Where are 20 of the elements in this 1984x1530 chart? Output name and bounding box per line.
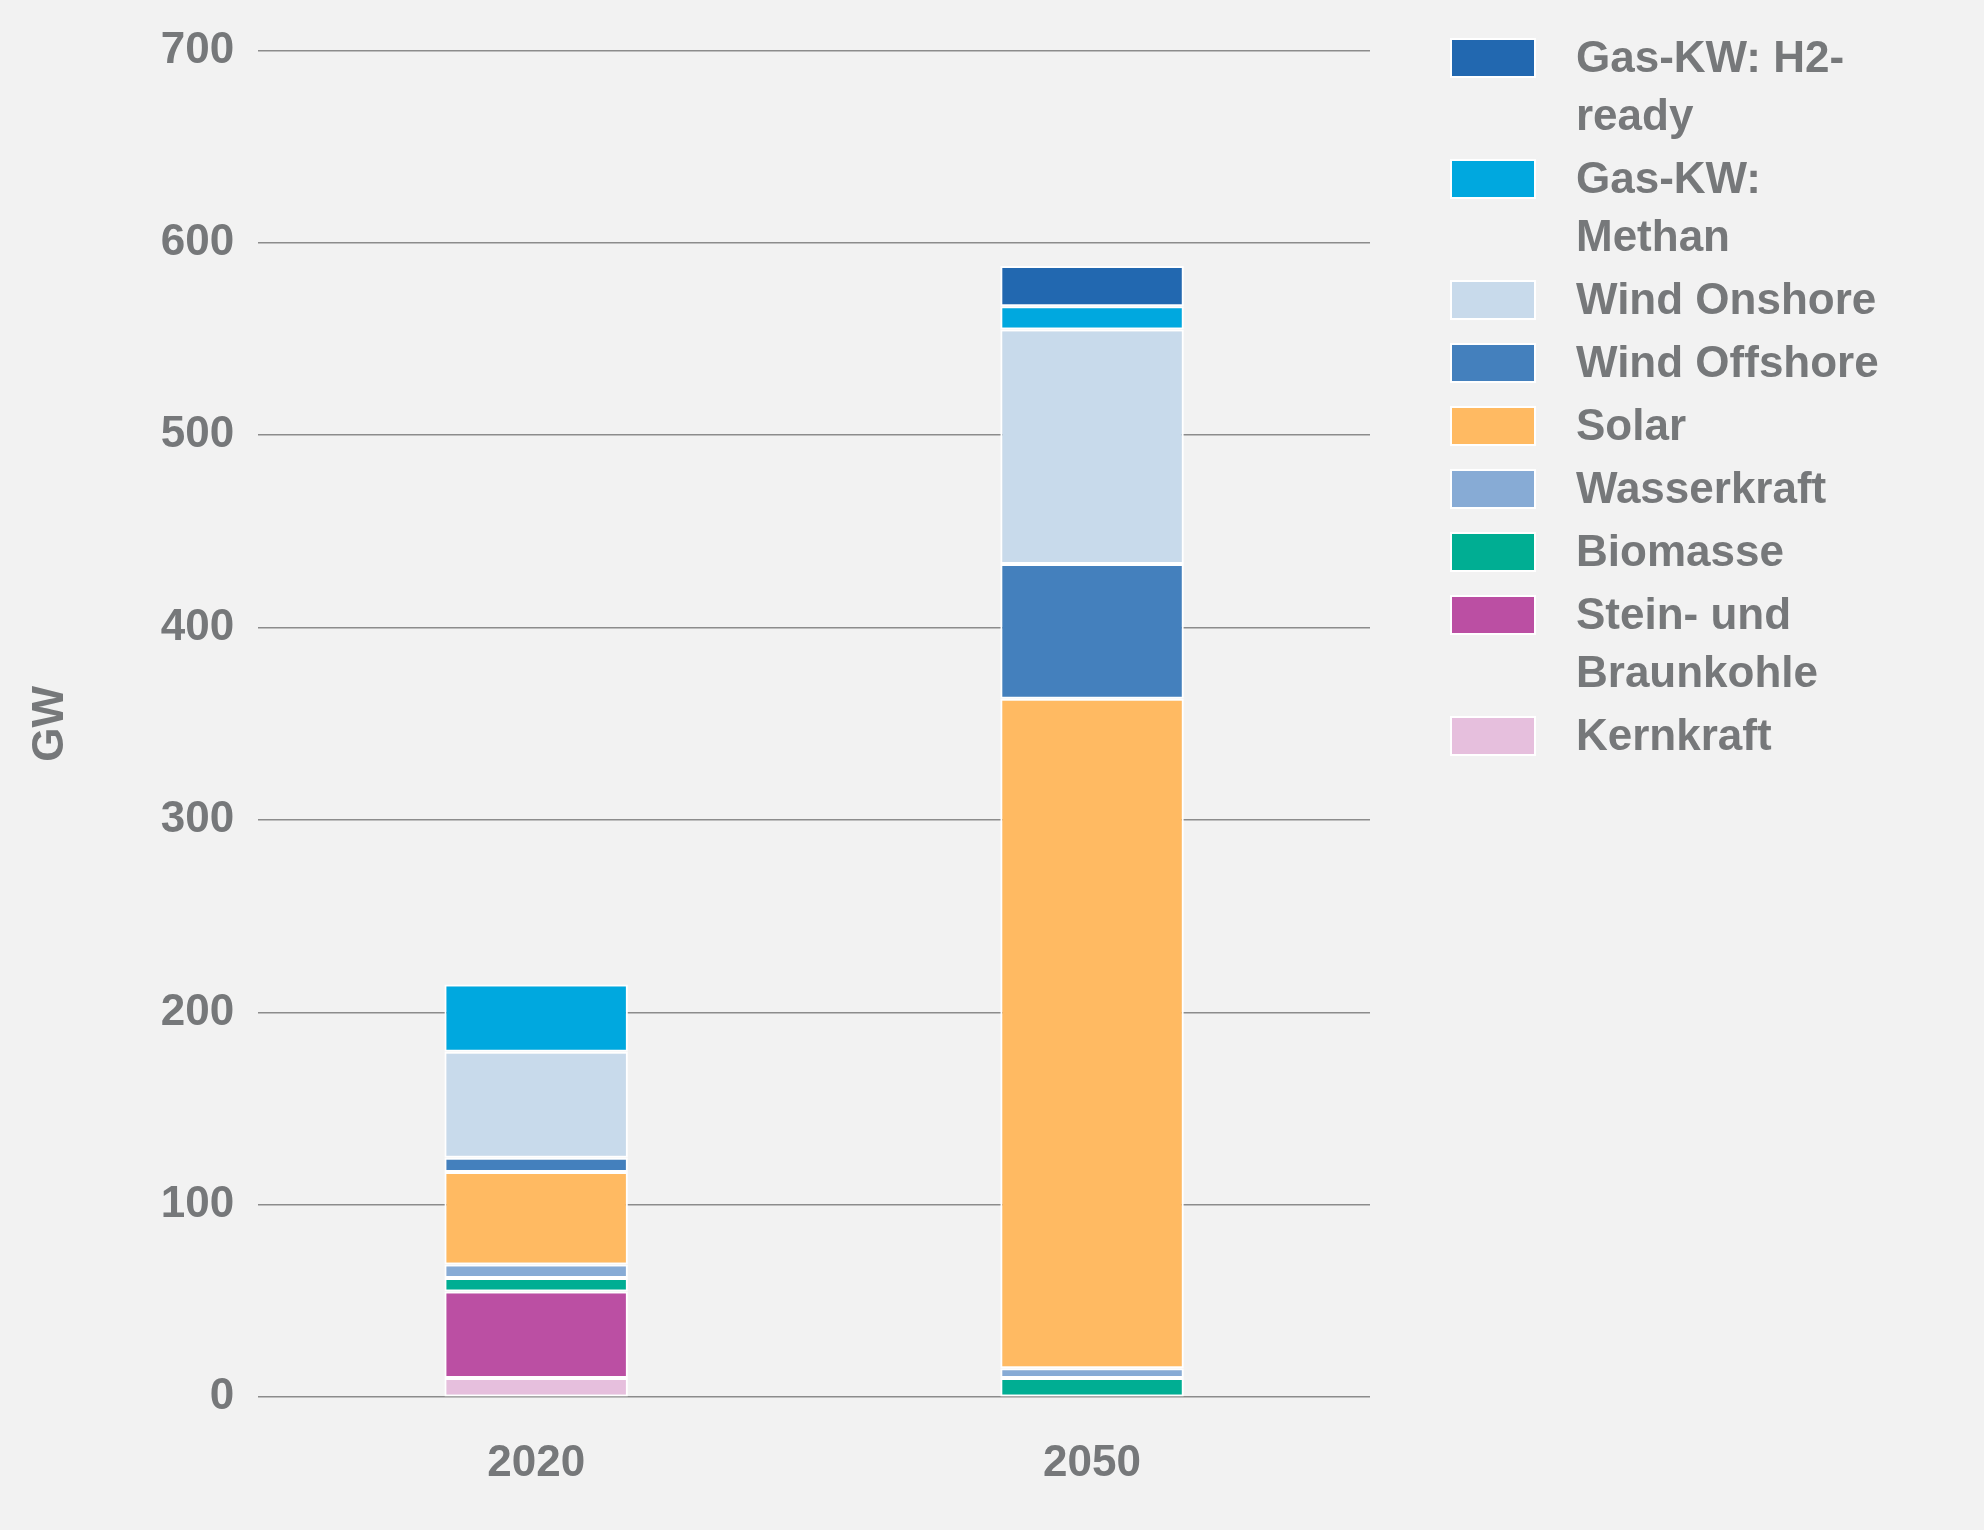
y-tick-label: 400 [160,599,235,649]
legend-label: Wind Onshore [1576,273,1878,325]
y-tick-label: 100 [160,1176,235,1226]
legend-label: Kernkraft [1576,709,1773,761]
y-tick-label: 0 [209,1369,235,1419]
y-tick-label: 500 [160,407,235,457]
legend-label: Wasserkraft [1576,462,1828,514]
legend-label: Gas-KW: Methan [1576,152,1762,262]
legend-label: Solar [1576,399,1688,451]
y-tick-label: 300 [160,792,235,842]
legend-label: Biomasse [1576,525,1785,577]
x-tick-label: 2050 [1043,1435,1141,1485]
y-axis-title: GW [22,685,72,762]
legend-label: Stein- und Braunkohle [1576,588,1820,698]
x-tick-label: 2020 [487,1435,586,1485]
legend-label: Gas-KW: H2-ready [1576,31,1846,141]
y-tick-label: 600 [160,214,235,264]
y-tick-label: 700 [160,22,235,72]
y-tick-label: 200 [160,984,235,1034]
legend-label: Wind Offshore [1576,336,1880,388]
